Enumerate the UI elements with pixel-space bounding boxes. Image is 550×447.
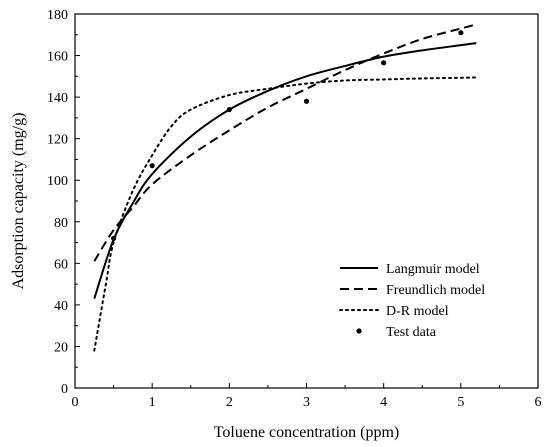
y-tick-label: 80 [54,216,68,231]
legend-label-freundlich-model: Freundlich model [386,283,485,298]
legend-label-test-data: Test data [386,325,437,340]
y-tick-label: 100 [47,174,68,189]
legend-marker-test-data [356,328,362,334]
plot-area [93,23,478,352]
x-tick-label: 5 [457,395,464,410]
y-tick-label: 20 [54,340,68,355]
x-tick-label: 2 [226,395,233,410]
plot-frame [74,13,539,389]
data-point-test-data [110,235,117,241]
series-line-freundlich-model [93,23,477,262]
data-point-test-data [303,98,310,104]
data-point-test-data [458,30,464,36]
series-line-d-r-model [93,76,478,352]
y-tick-label: 60 [54,257,68,272]
y-tick-label: 0 [61,382,68,397]
y-tick-label: 40 [54,299,68,314]
y-tick-label: 180 [47,8,68,23]
x-tick-label: 0 [72,395,79,410]
y-axis-title: Adsorption capacity (mg/g) [10,113,27,290]
y-tick-label: 160 [47,50,68,65]
data-point-test-data [226,106,232,113]
y-tick-label: 140 [47,91,68,106]
x-axis-title: Toluene concentration (ppm) [214,424,399,441]
x-tick-label: 4 [380,395,387,410]
legend-label-langmuir-model: Langmuir model [386,262,480,277]
data-point-test-data [381,60,387,66]
y-tick-label: 120 [47,133,68,148]
x-tick-label: 3 [303,395,310,410]
x-tick-label: 6 [535,395,542,410]
legend-label-d-r-model: D-R model [386,304,449,319]
x-tick-label: 1 [149,395,156,410]
data-point-test-data [149,163,155,169]
series-line-langmuir-model [93,42,477,299]
legend: Langmuir model Freundlich model D-R model T… [339,262,485,340]
